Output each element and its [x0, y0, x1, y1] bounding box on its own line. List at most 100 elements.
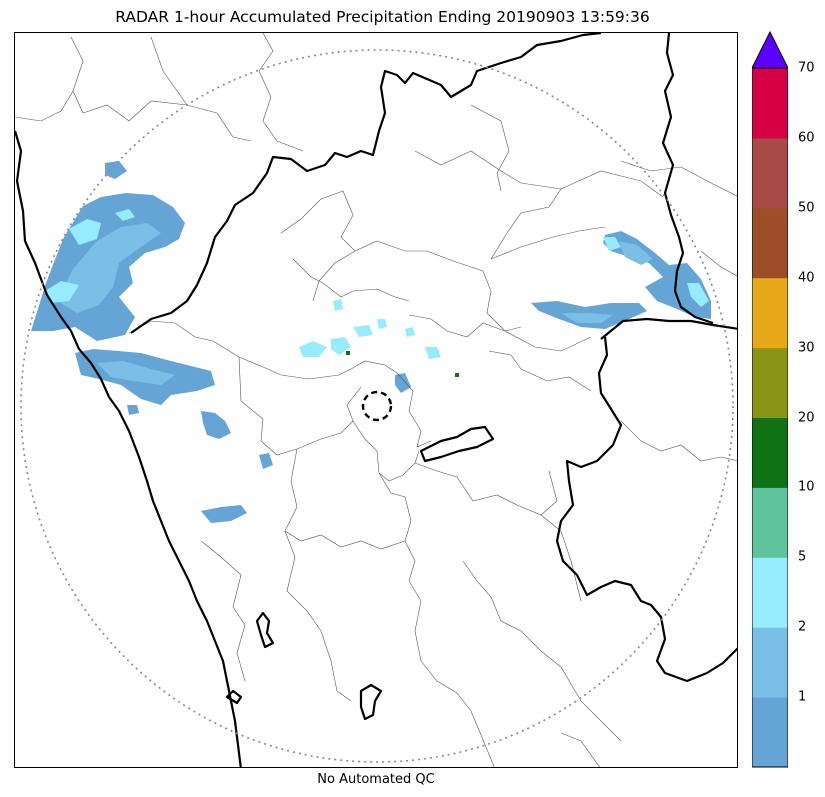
district-line-19: [378, 472, 422, 662]
district-boundaries: [15, 33, 737, 767]
precip-mid-nw: [57, 223, 161, 313]
colorbar-bin-4: [752, 417, 788, 488]
district-line-3: [258, 33, 304, 152]
precip-cyan-nw2: [45, 281, 79, 303]
district-line-28: [620, 160, 737, 197]
colorbar-tick-label: 5: [798, 549, 807, 565]
district-line-18: [284, 448, 298, 592]
district-line-1: [70, 36, 252, 142]
precip-cyan-nw1: [69, 219, 101, 245]
state-border-kodagu: [255, 611, 275, 649]
precip-cyan-central1: [299, 341, 327, 357]
radar-range-ring: [20, 49, 734, 763]
district-line-32: [15, 90, 74, 122]
precip-speck-4: [127, 405, 139, 415]
colorbar-tick-label: 60: [798, 130, 815, 146]
precip-cyan-central3: [353, 325, 373, 337]
precip-cyan-ne: [687, 283, 709, 307]
district-line-11: [128, 320, 240, 358]
district-line-27: [238, 356, 242, 402]
colorbar-tick-label: 2: [798, 619, 807, 635]
precip-cyan-central5: [425, 347, 441, 359]
district-line-10: [292, 258, 410, 302]
precip-cyan-central7: [377, 319, 387, 329]
district-line-23: [420, 660, 495, 767]
precip-mid-e: [561, 313, 613, 323]
district-line-31: [560, 732, 600, 767]
colorbar-tick-label: 1: [798, 689, 807, 705]
precip-cyan-central4: [405, 327, 415, 337]
district-line-17: [488, 350, 592, 392]
chart-title: RADAR 1-hour Accumulated Precipitation E…: [115, 8, 650, 26]
colorbar-bin-5: [752, 347, 788, 418]
district-line-29: [700, 250, 737, 277]
colorbar-tick-label: 50: [798, 200, 815, 216]
colorbar-tick-label: 20: [798, 410, 815, 425]
precip-speck-2: [105, 161, 127, 179]
radar-map: [14, 32, 738, 768]
district-line-7: [280, 190, 356, 302]
precip-cyan-nw3: [115, 209, 135, 221]
precip-cyan-layer: [45, 209, 709, 359]
precip-green-2: [455, 373, 459, 377]
precip-cell-sw2: [201, 505, 247, 523]
district-line-2: [150, 36, 188, 106]
district-line-15: [396, 372, 432, 448]
state-border-ap-enclave: [419, 425, 495, 463]
district-line-16: [352, 420, 420, 482]
colorbar-bin-3: [752, 487, 788, 558]
district-line-9: [490, 226, 606, 260]
district-line-20: [414, 462, 558, 516]
district-line-14: [408, 314, 592, 352]
precip-mid-w: [97, 361, 175, 385]
colorbar-bin-7: [752, 207, 788, 279]
colorbar-extend-arrow: [752, 30, 788, 69]
district-line-13: [240, 386, 362, 456]
colorbar-tick-label: 40: [798, 270, 815, 286]
state-border-nilgiri: [359, 683, 383, 721]
colorbar-bin-6: [752, 277, 788, 349]
district-line-22: [200, 540, 246, 682]
district-line-21: [284, 530, 406, 550]
colorbar-tick-label: 10: [798, 479, 815, 495]
precip-green-layer: [346, 351, 459, 377]
state-boundaries: [15, 33, 737, 767]
precip-cyan-central6: [333, 299, 343, 311]
district-line-12: [238, 356, 398, 380]
district-line-30: [620, 420, 737, 462]
state-border-coast-island: [225, 689, 243, 705]
state-border-tn: [555, 336, 737, 683]
colorbar-bin-8: [752, 137, 788, 209]
colorbar-bin-2: [752, 557, 788, 628]
district-line-5: [414, 150, 664, 198]
colorbar-tick-label: 70: [798, 60, 815, 76]
precip-cell-sw1: [201, 411, 231, 439]
precip-speck-3: [395, 373, 411, 393]
colorbar-bins: [752, 68, 788, 768]
precip-mid-layer: [57, 223, 653, 385]
colorbar-frame: [752, 67, 788, 768]
colorbar-bin-1: [752, 627, 788, 698]
precip-green-1: [346, 351, 350, 355]
state-border-east: [661, 33, 714, 325]
district-line-6: [490, 188, 562, 260]
colorbar-bin-0: [752, 697, 788, 768]
colorbar-labels: 1 2 5 10 20 30 40 50 60 70: [798, 0, 825, 797]
coastline: [15, 130, 242, 767]
precip-cyan-central2: [331, 337, 351, 355]
district-line-26: [540, 514, 582, 602]
precip-colorbar: [752, 30, 788, 768]
state-border-north: [130, 33, 602, 334]
state-border-southeast: [600, 317, 737, 340]
district-line-24: [286, 590, 352, 702]
district-line-8: [354, 240, 522, 332]
district-line-25: [462, 560, 622, 742]
district-line-4: [470, 104, 510, 192]
colorbar-tick-label: 30: [798, 340, 815, 356]
radar-site-marker: [361, 390, 393, 422]
precip-speck-1: [259, 453, 273, 469]
precip-mid-ne: [619, 241, 653, 265]
qc-status-label: No Automated QC: [317, 772, 435, 787]
precip-cyan-e: [603, 237, 621, 251]
colorbar-bin-9: [752, 68, 788, 139]
